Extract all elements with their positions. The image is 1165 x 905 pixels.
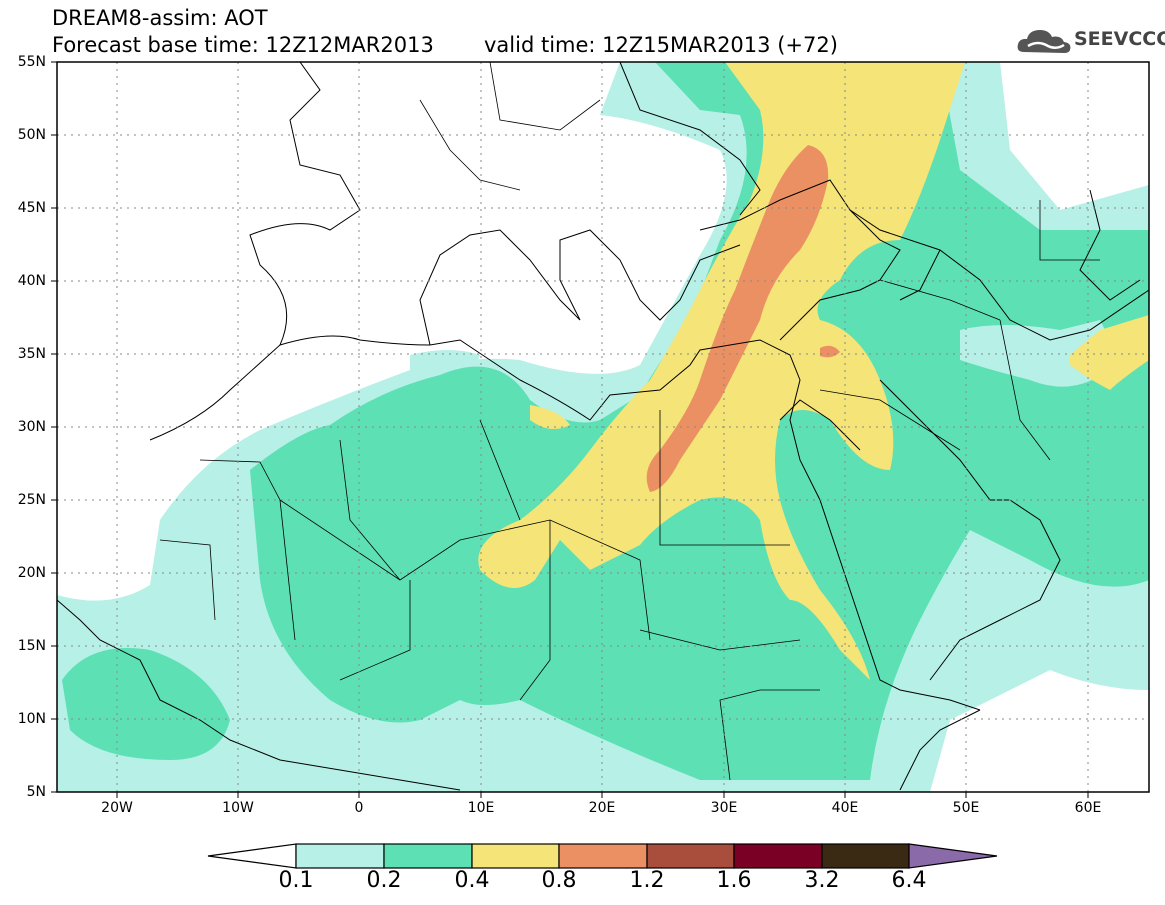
lat-label: 45N <box>17 200 46 216</box>
lon-label: 10E <box>467 800 495 816</box>
colorbar-bin-0.2-0.4 <box>383 843 473 869</box>
colorbar-label: 1.6 <box>716 868 752 893</box>
lon-label: 20W <box>101 800 133 816</box>
graticule <box>57 62 1149 792</box>
colorbar-bin-0.4-0.8 <box>471 843 560 869</box>
lon-label: 20E <box>588 800 616 816</box>
valid-time: valid time: 12Z15MAR2013 (+72) <box>484 33 838 57</box>
cloud-logo-icon <box>1017 30 1071 53</box>
seevccc-logo: SEEVCCC <box>1016 24 1165 58</box>
lat-label: 15N <box>17 638 46 654</box>
colorbar-label: 0.8 <box>541 868 577 893</box>
colorbar-bin-0.8-1.2 <box>558 843 648 869</box>
logo-text: SEEVCCC <box>1074 28 1165 50</box>
lat-label: 30N <box>17 419 46 435</box>
forecast-base-time: Forecast base time: 12Z12MAR2013 <box>52 33 434 57</box>
colorbar-label: 0.1 <box>278 868 314 893</box>
lat-label: 50N <box>17 127 46 143</box>
colorbar-bin-1.2-1.6 <box>646 843 735 869</box>
colorbar-label: 6.4 <box>891 868 927 893</box>
colorbar-over-arrow <box>908 843 998 869</box>
product-title: DREAM8-assim: AOT <box>52 6 268 30</box>
lon-label: 60E <box>1074 800 1102 816</box>
colorbar-label: 3.2 <box>804 868 840 893</box>
colorbar-label: 0.4 <box>454 868 490 893</box>
lat-label: 55N <box>17 54 46 70</box>
colorbar-bin-1.6-3.2 <box>733 843 823 869</box>
country-borders <box>159 62 1100 781</box>
colorbar <box>207 843 998 869</box>
lon-label: 10W <box>222 800 254 816</box>
lon-label: 40E <box>831 800 859 816</box>
colorbar-under-arrow <box>207 843 297 869</box>
colorbar-bin-0.1-0.2 <box>295 843 385 869</box>
lat-label: 10N <box>17 711 46 727</box>
lat-label: 35N <box>17 346 46 362</box>
lat-label: 5N <box>26 784 46 800</box>
colorbar-label: 0.2 <box>366 868 402 893</box>
lat-label: 40N <box>17 273 46 289</box>
colorbar-bin-3.2-6.4 <box>821 843 910 869</box>
coastlines <box>57 62 1149 791</box>
lon-label: 30E <box>710 800 738 816</box>
colorbar-label: 1.2 <box>629 868 665 893</box>
lat-label: 25N <box>17 492 46 508</box>
lat-label: 20N <box>17 565 46 581</box>
lon-label: 50E <box>952 800 980 816</box>
lon-label: 0 <box>354 800 364 816</box>
